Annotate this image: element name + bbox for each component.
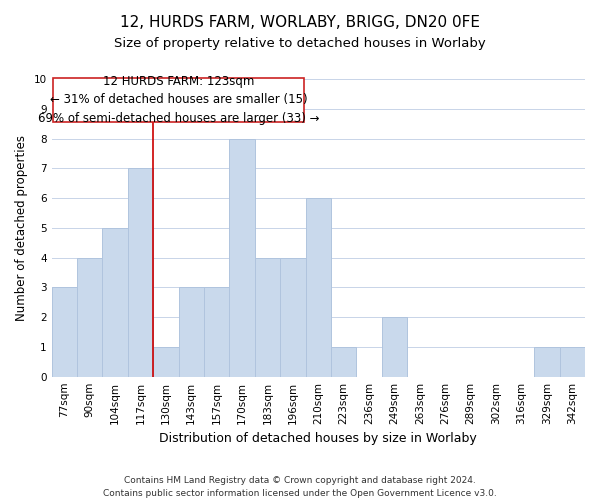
Bar [560, 347, 585, 376]
Bar [204, 288, 229, 376]
Bar [53, 78, 304, 122]
Text: 12, HURDS FARM, WORLABY, BRIGG, DN20 0FE: 12, HURDS FARM, WORLABY, BRIGG, DN20 0FE [120, 15, 480, 30]
Bar [52, 288, 77, 376]
Y-axis label: Number of detached properties: Number of detached properties [15, 135, 28, 321]
Bar [331, 347, 356, 376]
Text: 12 HURDS FARM: 123sqm
← 31% of detached houses are smaller (15)
69% of semi-deta: 12 HURDS FARM: 123sqm ← 31% of detached … [38, 75, 319, 125]
Bar [255, 258, 280, 376]
Bar [229, 138, 255, 376]
Bar [534, 347, 560, 376]
Bar [305, 198, 331, 376]
Bar [77, 258, 103, 376]
Bar [382, 317, 407, 376]
Bar [128, 168, 153, 376]
Bar [179, 288, 204, 376]
Text: Size of property relative to detached houses in Worlaby: Size of property relative to detached ho… [114, 38, 486, 51]
Bar [103, 228, 128, 376]
Bar [280, 258, 305, 376]
X-axis label: Distribution of detached houses by size in Worlaby: Distribution of detached houses by size … [160, 432, 477, 445]
Text: Contains HM Land Registry data © Crown copyright and database right 2024.
Contai: Contains HM Land Registry data © Crown c… [103, 476, 497, 498]
Bar [153, 347, 179, 376]
